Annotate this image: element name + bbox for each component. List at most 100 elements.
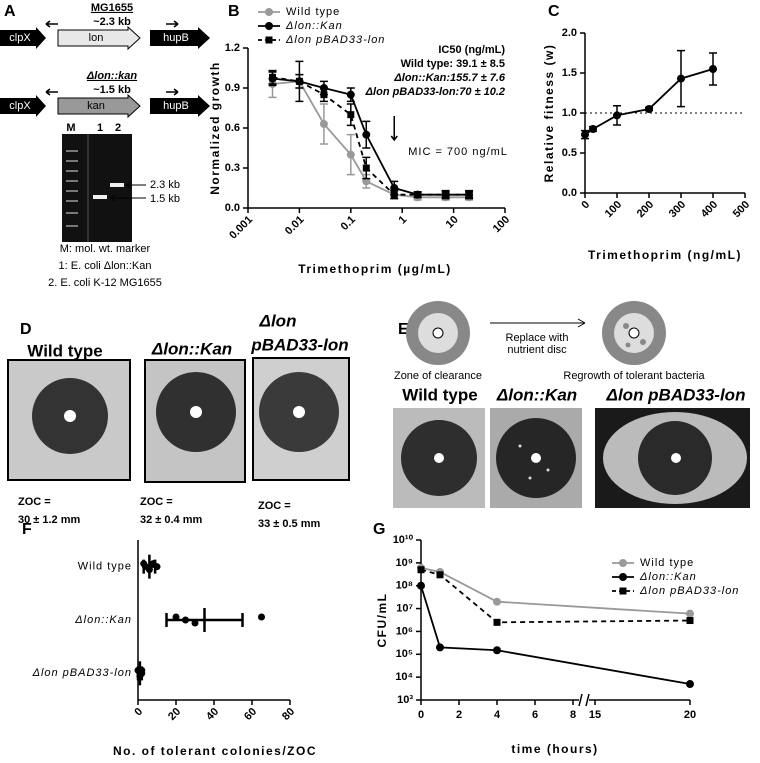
y-tick-label: 10⁷ xyxy=(396,602,413,614)
zoc-value: 33 ± 0.5 mm xyxy=(258,518,321,530)
y-tick-label: 10¹⁰ xyxy=(393,534,414,546)
plate-photo xyxy=(7,357,350,483)
category-label: Δlon::Kan xyxy=(74,614,132,626)
data-point xyxy=(417,581,425,590)
data-point xyxy=(686,680,694,689)
data-point xyxy=(581,130,589,139)
y-axis-label: CFU/mL xyxy=(375,593,389,648)
zoc-label: ZOC = xyxy=(258,500,291,512)
x-tick-label: 0 xyxy=(418,709,424,721)
data-point xyxy=(619,559,627,567)
x-tick-label: 0 xyxy=(132,706,145,719)
y-tick-label: 0.6 xyxy=(225,122,240,134)
y-tick-label: 10⁹ xyxy=(396,557,413,569)
gene-arrow xyxy=(150,27,210,49)
axis-break xyxy=(578,693,590,707)
panel-label: G xyxy=(373,521,385,538)
gene-label: hupB xyxy=(163,100,189,112)
series-line xyxy=(420,568,691,624)
annotation: Δlon::Kan:155.7 ± 7.6 xyxy=(393,72,506,84)
panel-label: D xyxy=(20,321,32,338)
category-label: Δlon pBAD33-lon xyxy=(32,667,132,679)
data-point xyxy=(320,91,328,99)
x-tick-label: 20 xyxy=(684,709,696,721)
gene-label: clpX xyxy=(9,100,31,112)
legend-text: 1: E. coli Δlon::Kan xyxy=(59,260,152,272)
gel-ladder xyxy=(66,150,78,227)
data-point xyxy=(265,36,273,44)
step-label: nutrient disc xyxy=(507,344,567,356)
legend-label: Wild type xyxy=(640,557,694,569)
primer xyxy=(45,88,179,96)
plate-photo xyxy=(393,408,750,508)
x-axis-label: time (hours) xyxy=(511,742,598,756)
y-tick-label: 0.3 xyxy=(225,162,240,174)
x-tick-label: 0 xyxy=(579,199,592,212)
y-tick-label: 1.2 xyxy=(225,42,240,54)
data-point xyxy=(493,646,501,655)
y-tick-label: 0.0 xyxy=(562,187,577,199)
band-label: 2.3 kb xyxy=(150,179,180,191)
x-tick-label: 100 xyxy=(603,199,624,220)
primer xyxy=(45,20,179,28)
legend-label: Δlon::Kan xyxy=(639,571,697,583)
y-axis-label: Relative fitness (w) xyxy=(542,44,556,183)
data-point xyxy=(346,90,355,99)
series-line xyxy=(420,585,691,685)
gene-arrow xyxy=(0,27,46,49)
gel-band xyxy=(110,183,124,187)
x-tick-label: 500 xyxy=(731,199,752,220)
gel-band xyxy=(93,195,107,199)
zoc-value: 30 ± 1.2 mm xyxy=(18,514,81,526)
strain: MG1655 xyxy=(91,2,133,14)
y-tick-label: 10⁵ xyxy=(396,648,413,660)
y-tick-label: 2.0 xyxy=(562,27,577,39)
x-axis-label: Trimethoprim (µg/mL) xyxy=(298,262,452,276)
lane-label: 2 xyxy=(115,122,121,134)
caption: Zone of clearance xyxy=(394,370,482,382)
plate-title: Wild type xyxy=(402,385,477,404)
mic-arrow xyxy=(390,116,398,142)
series-line xyxy=(420,567,691,615)
category-label: Wild type xyxy=(78,561,132,573)
x-tick-label: 80 xyxy=(280,706,297,723)
x-axis-label: Trimethoprim (ng/mL) xyxy=(588,248,742,262)
data-point xyxy=(465,191,473,199)
plate-title: Δlon::Kan xyxy=(496,385,577,404)
plate-title: Wild type xyxy=(27,341,102,360)
plate-title: Δlon pBAD33-lon xyxy=(606,385,746,404)
x-tick-label: 40 xyxy=(204,706,221,723)
data-point xyxy=(362,130,371,139)
x-tick-label: 8 xyxy=(570,709,576,721)
gene-arrow xyxy=(0,95,46,117)
data-point xyxy=(619,587,627,595)
data-point xyxy=(677,74,685,83)
legend-label: Δlon pBAD33-lon xyxy=(285,34,385,46)
x-axis-label: No. of tolerant colonies/ZOC xyxy=(113,744,317,758)
x-tick-label: 200 xyxy=(635,199,656,220)
gene-label: clpX xyxy=(9,32,31,44)
x-tick-label: 15 xyxy=(589,709,601,721)
y-tick-label: 10⁸ xyxy=(396,580,413,592)
mic-label: MIC = 700 ng/mL xyxy=(408,146,508,158)
data-point xyxy=(269,73,277,81)
legend-label: Wild type xyxy=(286,6,340,18)
data-point xyxy=(390,191,398,199)
panel-label: E xyxy=(398,321,409,338)
plate-title: Δlon xyxy=(259,311,297,330)
legend-text: 2. E. coli K-12 MG1655 xyxy=(48,277,162,289)
x-tick-label: 20 xyxy=(166,706,183,723)
gene-label: lon xyxy=(89,32,104,44)
caption: Regrowth of tolerant bacteria xyxy=(563,370,705,382)
data-point xyxy=(493,597,501,606)
data-point xyxy=(295,77,303,85)
y-tick-label: 0.5 xyxy=(562,147,577,159)
lane-label: M xyxy=(66,122,75,134)
zoc-label: ZOC = xyxy=(140,496,173,508)
step-label: Replace with xyxy=(506,332,569,344)
lane-label: 1 xyxy=(97,122,103,134)
annotation: Δlon pBAD33-lon:70 ± 10.2 xyxy=(365,86,505,98)
data-point xyxy=(442,191,450,199)
x-tick-label: 100 xyxy=(491,214,512,235)
